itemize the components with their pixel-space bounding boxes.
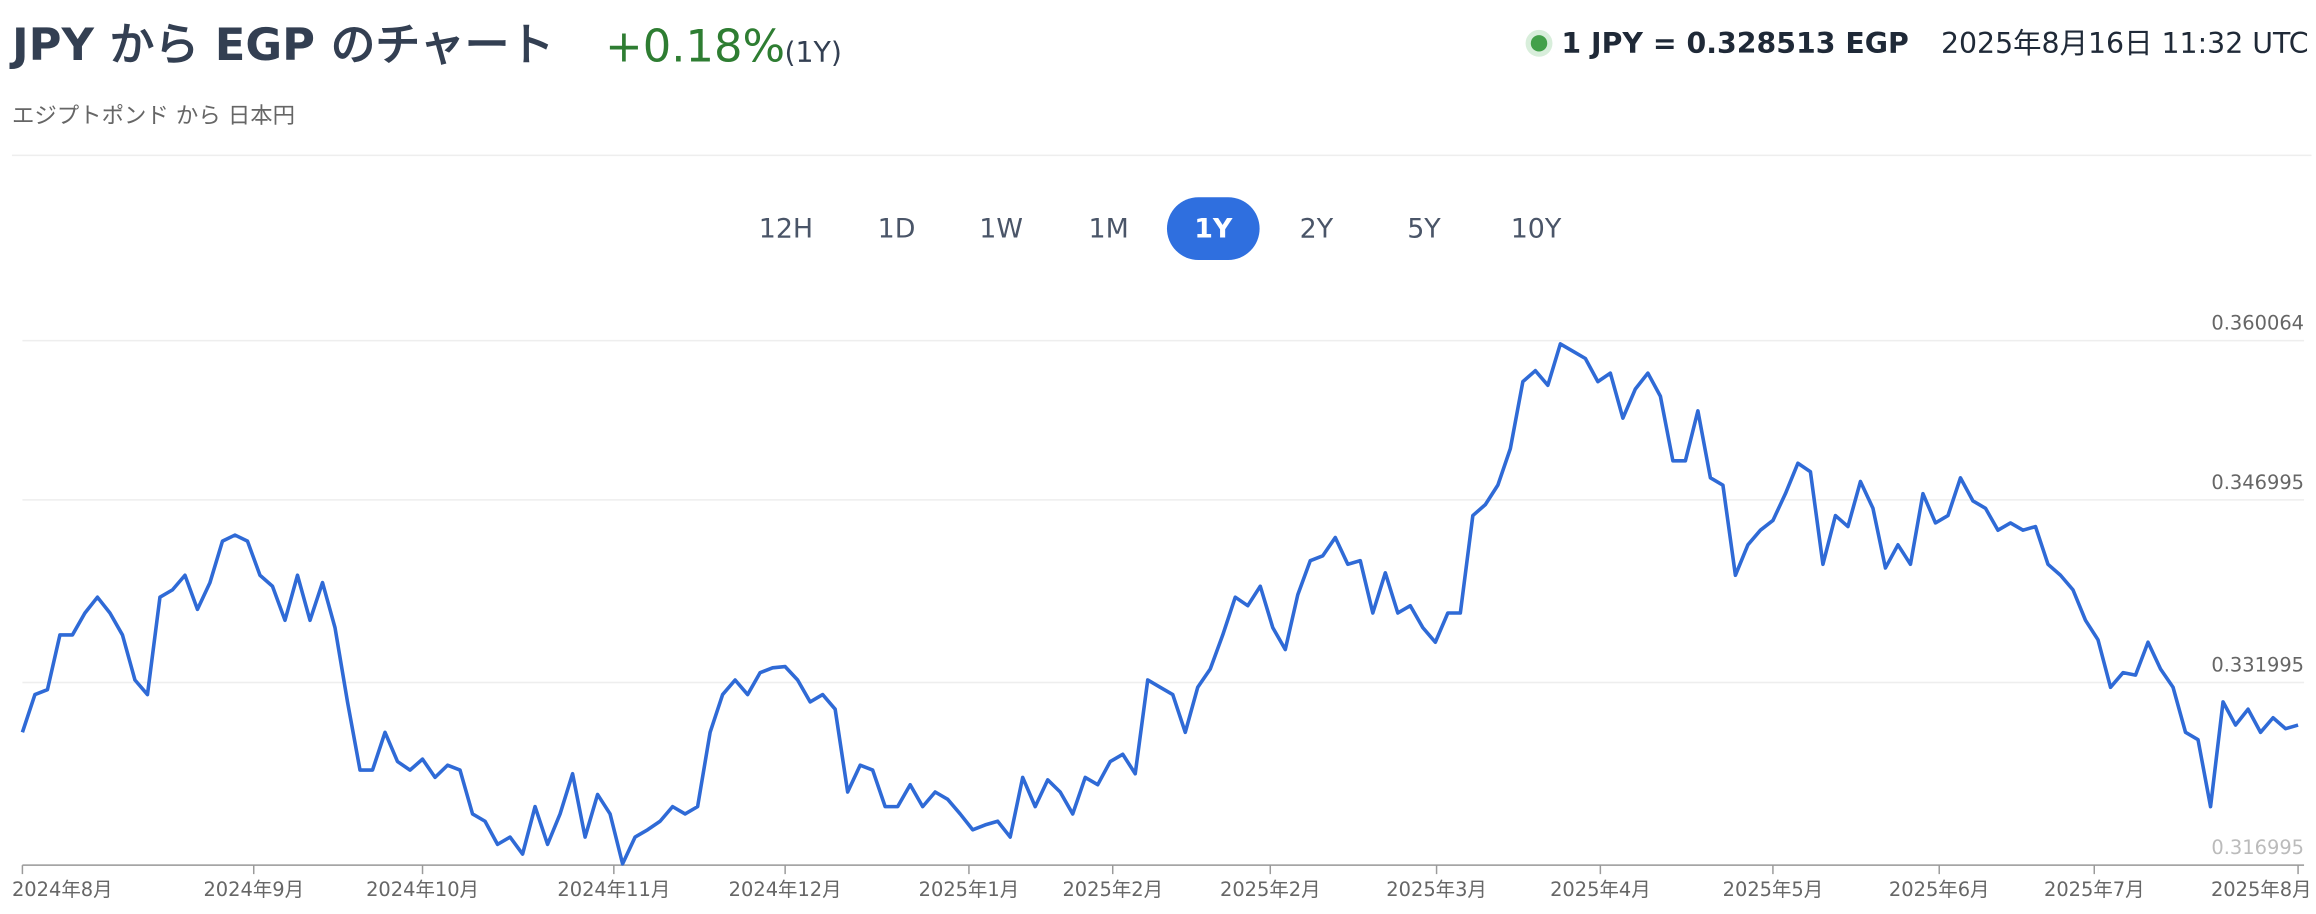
range-button[interactable]: 1M — [1089, 214, 1129, 245]
x-tick-label: 2024年8月 — [12, 878, 113, 901]
range-button-label[interactable]: 1D — [878, 214, 916, 245]
range-button[interactable]: 1Y — [1166, 197, 1260, 260]
y-tick-label: 0.316995 — [2211, 836, 2304, 859]
timestamp: 2025年8月16日 11:32 UTC — [1941, 27, 2309, 60]
range-button[interactable]: 1D — [878, 214, 916, 245]
range-button-label[interactable]: 1W — [979, 214, 1023, 245]
range-button[interactable]: 2Y — [1300, 214, 1334, 245]
range-button-label[interactable]: 2Y — [1300, 214, 1334, 245]
range-button[interactable]: 5Y — [1407, 214, 1441, 245]
x-tick-label: 2025年7月 — [2044, 878, 2145, 901]
range-button[interactable]: 1W — [979, 214, 1023, 245]
x-tick-label: 2024年12月 — [729, 878, 842, 901]
range-button[interactable]: 10Y — [1511, 214, 1562, 245]
x-tick-label: 2025年4月 — [1550, 878, 1651, 901]
x-tick-label: 2025年8月 — [2211, 878, 2312, 901]
period: (1Y) — [784, 36, 842, 69]
price-line — [20, 342, 2299, 866]
y-tick-label: 0.331995 — [2211, 654, 2304, 677]
range-button-label[interactable]: 12H — [759, 214, 813, 245]
rate: 1 JPY = 0.328513 EGP — [1561, 27, 1908, 60]
subtitle: エジプトポンド から 日本円 — [12, 103, 295, 129]
x-tick-label: 2025年1月 — [919, 878, 1020, 901]
x-tick-label: 2025年5月 — [1723, 878, 1824, 901]
y-tick-label: 0.346995 — [2211, 471, 2304, 494]
x-tick-label: 2024年9月 — [203, 878, 304, 901]
x-tick-label: 2025年6月 — [1889, 878, 1990, 901]
x-tick-label: 2025年2月 — [1062, 878, 1163, 901]
x-tick-label: 2024年11月 — [557, 878, 670, 901]
range-button-label[interactable]: 1Y — [1194, 214, 1233, 245]
y-tick-label: 0.360064 — [2211, 312, 2304, 335]
range-buttons: 12H 1D 1W 1M 1Y 2Y 5Y 10Y — [759, 197, 1562, 260]
x-tick-label: 2025年3月 — [1386, 878, 1487, 901]
x-tick-label: 2024年10月 — [366, 878, 479, 901]
range-button-bg[interactable] — [1166, 197, 1260, 260]
title: JPY から EGP のチャート — [9, 18, 554, 71]
x-tick-label: 2025年2月 — [1220, 878, 1321, 901]
change: +0.18% — [605, 19, 785, 72]
live-dot — [1530, 35, 1548, 52]
range-button-label[interactable]: 5Y — [1407, 214, 1441, 245]
range-button-label[interactable]: 10Y — [1511, 214, 1562, 245]
plot: 0.316995 0.331995 0.346995 0.360064 2024年8月 2… — [12, 312, 2312, 901]
range-button-label[interactable]: 1M — [1089, 214, 1129, 245]
range-button[interactable]: 12H — [759, 214, 813, 245]
